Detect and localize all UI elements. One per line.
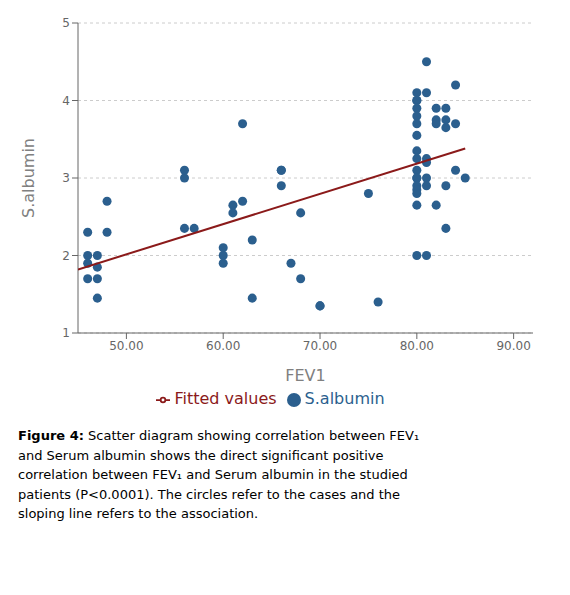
svg-text:90.00: 90.00 xyxy=(496,339,530,353)
html-text:S.albumin: S.albumin xyxy=(304,389,385,408)
svg-text:5: 5 xyxy=(62,16,70,30)
svg-text:3: 3 xyxy=(62,171,70,185)
svg-text:70.00: 70.00 xyxy=(303,339,337,353)
svg-text:4: 4 xyxy=(62,94,70,108)
svg-text:FEV1: FEV1 xyxy=(285,366,325,385)
html-text:Figure 4: Scatter diagram show: Figure 4: Scatter diagram showing correl… xyxy=(18,428,420,521)
svg-text:50.00: 50.00 xyxy=(109,339,143,353)
svg-text:S.albumin: S.albumin xyxy=(19,138,38,218)
html-text:Fitted values: Fitted values xyxy=(174,389,277,408)
svg-text:1: 1 xyxy=(62,326,70,340)
svg-text:2: 2 xyxy=(62,249,70,263)
svg-text:60.00: 60.00 xyxy=(206,339,240,353)
svg-text:80.00: 80.00 xyxy=(400,339,434,353)
